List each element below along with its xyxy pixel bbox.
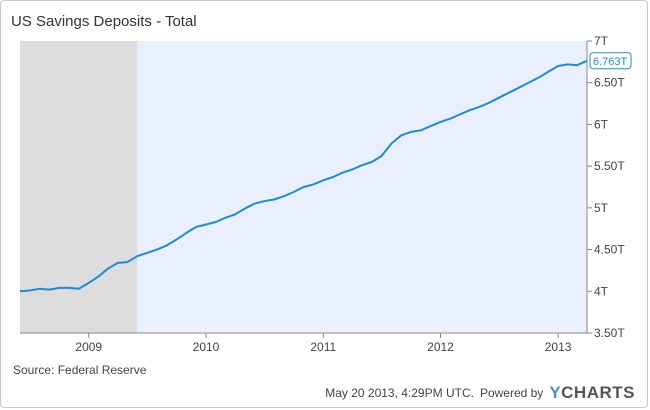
recession-shade [20,41,138,333]
data-point [351,168,353,170]
data-point [400,134,402,136]
data-point [322,179,324,181]
data-point [175,238,177,240]
data-point [273,198,275,200]
data-point [293,191,295,193]
powered-by-label: Powered by [479,386,544,400]
data-point [518,87,520,89]
data-point [48,288,50,290]
data-point [88,282,90,284]
y-tick-label: 4T [594,284,609,298]
data-point [205,223,207,225]
data-point [527,82,529,84]
data-point [263,200,265,202]
data-point [185,232,187,234]
chart-title: US Savings Deposits - Total [11,13,197,30]
y-tick-label: 4.50T [594,243,625,257]
y-tick-label: 5T [594,201,609,215]
data-point [166,244,168,246]
y-tick-label: 6T [594,117,609,131]
data-point [19,290,21,292]
data-point [547,71,549,73]
data-point [439,121,441,123]
data-point [253,203,255,205]
data-point [38,288,40,290]
data-point [420,129,422,131]
last-value-label: 6.763T [593,56,628,68]
data-point [380,155,382,157]
y-tick-label: 7T [594,34,609,48]
data-point [117,262,119,264]
data-point [478,106,480,108]
data-point [146,252,148,254]
data-point [488,102,490,104]
data-point [586,60,588,62]
x-tick-label: 2011 [310,340,336,354]
data-point [557,65,559,67]
timestamp: May 20 2013, 4:29PM UTC. [325,386,474,400]
footer: May 20 2013, 4:29PM UTC. Powered by YCHA… [325,383,635,403]
data-point [459,113,461,115]
data-point [576,64,578,66]
data-point [234,213,236,215]
data-point [508,92,510,94]
ycharts-logo-text: CHARTS [561,383,635,402]
data-point [332,176,334,178]
data-point [361,164,363,166]
data-point [469,109,471,111]
data-point [215,221,217,223]
ycharts-logo[interactable]: YCHARTS [549,383,635,403]
ycharts-logo-y: Y [549,383,562,402]
series-line [19,59,588,293]
data-point [567,63,569,65]
x-tick-label: 2012 [427,340,454,354]
data-point [449,117,451,119]
data-point [537,77,539,79]
data-point [224,217,226,219]
data-point [98,275,100,277]
data-point [303,186,305,188]
data-point [58,287,60,289]
data-point [341,172,343,174]
data-point [371,161,373,163]
data-point [312,183,314,185]
data-point [126,261,128,263]
source-label: Source: Federal Reserve [13,363,147,377]
data-point [156,248,158,250]
x-tick-label: 2013 [545,340,572,354]
y-tick-label: 6.50T [594,76,625,90]
y-tick-label: 5.50T [594,159,625,173]
data-point [107,268,109,270]
data-point [78,288,80,290]
last-value-box [589,52,632,70]
data-point [28,289,30,291]
data-point [283,195,285,197]
data-point [498,97,500,99]
y-tick-label: 3.50T [594,326,625,340]
data-point [195,226,197,228]
data-point [136,255,138,257]
x-tick-label: 2009 [75,340,102,354]
data-point [410,131,412,133]
x-tick-label: 2010 [193,340,220,354]
data-point [243,208,245,210]
data-point [429,125,431,127]
data-point [390,142,392,144]
data-point [68,287,70,289]
